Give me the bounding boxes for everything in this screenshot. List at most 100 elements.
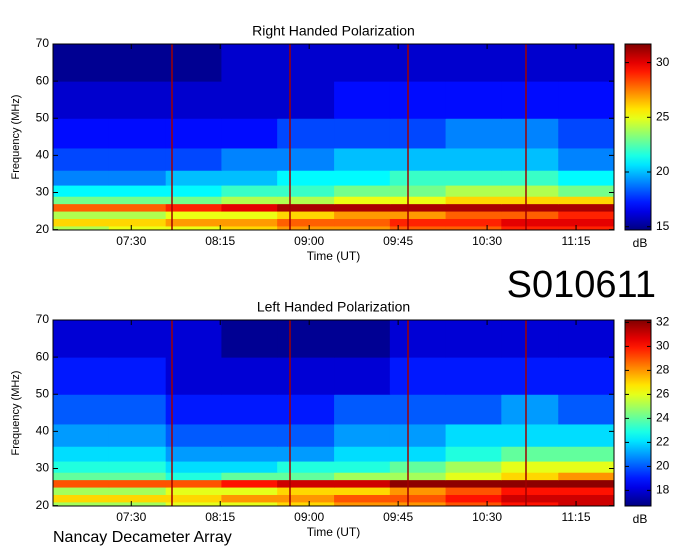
heatmap-cell: [165, 494, 222, 503]
heatmap-cell: [165, 211, 222, 219]
heatmap-cell: [53, 218, 110, 227]
heatmap-cell: [389, 423, 447, 447]
plot-frame: [52, 43, 615, 231]
heatmap-cell: [445, 446, 502, 462]
heatmap-cell: [334, 44, 391, 82]
y-tick-label: 40: [36, 148, 50, 162]
heatmap-cell: [334, 501, 391, 507]
heatmap-cell: [277, 81, 335, 119]
heatmap-cell: [165, 423, 222, 447]
y-tick-label: 60: [36, 73, 50, 87]
heatmap-cell: [445, 225, 502, 231]
heatmap-cell: [558, 357, 615, 395]
heatmap-cell: [221, 147, 278, 171]
heatmap-cell: [445, 218, 502, 227]
heatmap-cell: [277, 218, 335, 227]
heatmap-cell: [389, 147, 447, 171]
x-tick-label: 08:15: [205, 510, 235, 524]
heatmap-cell: [277, 170, 335, 186]
heatmap-cell: [389, 118, 447, 149]
heatmap-cell: [53, 81, 110, 119]
heatmap-cell: [334, 211, 391, 219]
heatmap-cell: [501, 203, 559, 212]
heatmap-cell: [165, 461, 222, 473]
heatmap-cell: [501, 320, 559, 358]
heatmap-cell: [334, 494, 391, 503]
heatmap-cell: [108, 446, 167, 462]
heatmap-cell: [53, 472, 110, 481]
heatmap-cell: [165, 225, 222, 231]
heatmap-cell: [108, 147, 167, 171]
heatmap-cell: [277, 118, 335, 149]
heatmap-cell: [108, 81, 167, 119]
heatmap-cell: [445, 196, 502, 205]
heatmap-cell: [165, 487, 222, 495]
heatmap-cell: [334, 185, 391, 197]
heatmap-cell: [501, 423, 559, 447]
heatmap-cell: [334, 218, 391, 227]
heatmap-cell: [277, 203, 335, 212]
heatmap-cell: [53, 487, 110, 495]
heatmap-cell: [389, 394, 447, 425]
heatmap-cell: [389, 472, 447, 481]
heatmap-cell: [445, 423, 502, 447]
heatmap-cell: [165, 501, 222, 507]
x-tick-label: 08:15: [205, 234, 235, 248]
heatmap-cell: [221, 461, 278, 473]
heatmap-cell: [558, 487, 615, 495]
heatmap-cell: [389, 44, 447, 82]
heatmap-cell: [221, 487, 278, 495]
colorbar-tick-label: 30: [656, 339, 670, 353]
heatmap-cell: [277, 357, 335, 395]
heatmap-cell: [334, 170, 391, 186]
heatmap-cell: [165, 170, 222, 186]
heatmap-cell: [165, 118, 222, 149]
heatmap-cell: [277, 423, 335, 447]
heatmap-cell: [501, 225, 559, 231]
heatmap-cell: [445, 170, 502, 186]
heatmap-cell: [165, 472, 222, 481]
heatmap-cell: [165, 147, 222, 171]
heatmap-cell: [445, 394, 502, 425]
heatmap-cell: [558, 118, 615, 149]
y-tick-label: 30: [36, 185, 50, 199]
heatmap-cell: [277, 185, 335, 197]
heatmap-cell: [445, 320, 502, 358]
colorbar-tick-label: 22: [656, 435, 670, 449]
heatmap-cell: [165, 44, 222, 82]
heatmap-cell: [389, 501, 447, 507]
x-tick-label: 09:00: [294, 234, 324, 248]
heatmap-cell: [558, 446, 615, 462]
heatmap-cell: [389, 479, 447, 488]
heatmap-cell: [501, 461, 559, 473]
heatmap-cell: [108, 185, 167, 197]
heatmap-cell: [277, 211, 335, 219]
heatmap-cell: [221, 118, 278, 149]
heatmap-cell: [334, 196, 391, 205]
heatmap-cell: [334, 203, 391, 212]
heatmap-cell: [558, 225, 615, 231]
chart-title: Right Handed Polarization: [252, 23, 415, 39]
heatmap-cell: [445, 487, 502, 495]
heatmap-cell: [53, 423, 110, 447]
heatmap-cell: [277, 320, 335, 358]
heatmap-cell: [334, 357, 391, 395]
heatmap-cell: [221, 446, 278, 462]
y-tick-label: 50: [36, 110, 50, 124]
heatmap-cell: [501, 170, 559, 186]
heatmap-cell: [165, 196, 222, 205]
heatmap-cell: [558, 211, 615, 219]
heatmap-cell: [53, 479, 110, 488]
x-tick-label: 07:30: [116, 234, 146, 248]
heatmap-cell: [558, 472, 615, 481]
heatmap-cell: [501, 81, 559, 119]
colorbar-tick-label: 26: [656, 387, 670, 401]
heatmap-cell: [558, 461, 615, 473]
heatmap-cell: [558, 320, 615, 358]
heatmap-cell: [445, 81, 502, 119]
heatmap-cell: [501, 118, 559, 149]
heatmap-cell: [221, 494, 278, 503]
heatmap-cell: [221, 501, 278, 507]
heatmap-cell: [277, 147, 335, 171]
